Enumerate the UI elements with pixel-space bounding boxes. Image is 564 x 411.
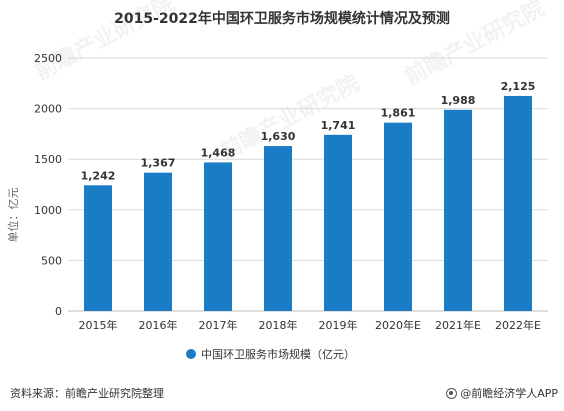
data-label: 1,630 <box>261 130 296 143</box>
x-tick-label: 2017年 <box>199 318 238 332</box>
x-tick-label: 2020年E <box>375 318 421 332</box>
bars <box>84 95 532 312</box>
data-label: 1,242 <box>81 169 116 182</box>
y-axis-label: 单位：亿元 <box>6 188 20 243</box>
x-tick-label: 2016年 <box>139 318 178 332</box>
x-tick-label: 2021年E <box>435 318 481 332</box>
bar <box>444 109 472 312</box>
x-tick-label: 2019年 <box>319 318 358 332</box>
data-label: 2,125 <box>501 80 536 93</box>
data-label: 1,988 <box>441 94 476 107</box>
bar <box>384 122 412 311</box>
data-label: 1,468 <box>201 146 236 159</box>
data-label: 1,861 <box>381 107 416 120</box>
data-label: 1,741 <box>321 119 356 132</box>
brand-credit: @前瞻经济学人APP <box>446 385 558 401</box>
x-tick-label: 2015年 <box>79 318 118 332</box>
bar <box>144 172 172 311</box>
y-tick-label: 1000 <box>34 204 62 217</box>
bar <box>324 134 352 311</box>
chart-title: 2015-2022年中国环卫服务市场规模统计情况及预测 <box>114 11 450 27</box>
bar <box>204 162 232 311</box>
brand-text: @前瞻经济学人APP <box>460 387 558 400</box>
y-tick-label: 500 <box>41 254 62 267</box>
bar <box>84 185 112 311</box>
y-tick-label: 2000 <box>34 103 62 116</box>
bar <box>264 146 292 311</box>
source-note: 资料来源：前瞻产业研究院整理 <box>10 387 164 400</box>
x-tick-label: 2018年 <box>259 318 298 332</box>
data-labels: 1,242 1,367 1,468 1,630 1,741 1,861 1,988 2,125 <box>81 80 536 182</box>
watermark-text: 前瞻产业研究院 <box>31 0 179 85</box>
legend-swatch <box>186 349 196 359</box>
y-tick-label: 2500 <box>34 52 62 65</box>
x-tick-label: 2022年E <box>495 318 541 332</box>
bar <box>504 95 532 311</box>
legend: 中国环卫服务市场规模（亿元） <box>186 347 355 361</box>
y-tick-label: 1500 <box>34 153 62 166</box>
watermark-text: 前瞻产业研究院 <box>401 0 549 90</box>
brand-logo-icon <box>446 387 458 399</box>
y-tick-label: 0 <box>55 305 62 318</box>
legend-label: 中国环卫服务市场规模（亿元） <box>201 347 355 361</box>
x-tick-labels: 2015年 2016年 2017年 2018年 2019年 2020年E 2021年E 202… <box>79 318 542 332</box>
data-label: 1,367 <box>141 157 176 170</box>
y-tick-labels: 0 500 1000 1500 2000 2500 <box>34 52 62 318</box>
